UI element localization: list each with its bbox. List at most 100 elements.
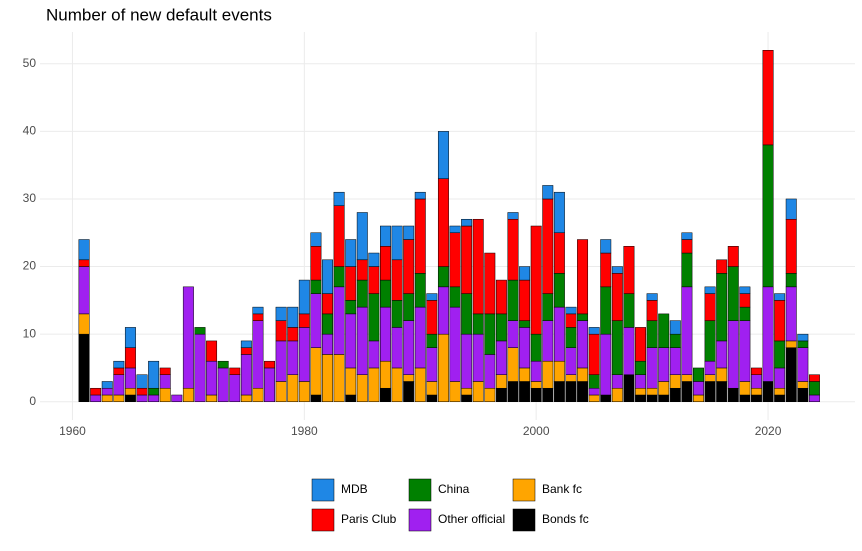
bar-segment [403,381,415,402]
legend-swatch [408,478,432,502]
bar-segment [206,394,218,402]
bar-segment [124,394,136,402]
bar-segment [240,394,252,402]
bar-segment [159,387,171,402]
x-tick-label: 1980 [291,424,318,438]
legend-swatch [311,508,335,532]
bar-segment [565,381,577,402]
bar-segment [577,313,589,321]
bar-segment [577,367,589,382]
bar-segment [762,144,774,288]
bar-segment [148,387,160,396]
bar-segment [333,191,345,206]
bar-segment [704,286,716,294]
bar-segment [646,293,658,301]
legend-label: China [438,482,470,496]
bar-segment [681,252,693,288]
bar-segment [78,239,90,261]
bar-segment [565,327,577,348]
bar-segment [519,279,531,321]
bar-segment [345,394,357,402]
bar-segment [727,246,739,267]
bar-segment [252,306,264,315]
bar-segment [681,374,693,382]
bar-segment [542,320,554,362]
bar-segment [426,347,438,382]
bar-segment [646,347,658,389]
bar-segment [217,360,229,369]
bar-segment [484,252,496,315]
bar-segment [310,279,322,294]
bar-segment [507,218,519,281]
bar-segment [461,218,473,227]
bar-segment [310,232,322,247]
bar-segment [136,374,148,389]
bar-segment [646,320,658,348]
bar-segment [275,320,287,342]
bar-segment [426,394,438,402]
bar-segment [333,205,345,267]
bar-segment [461,225,473,294]
bar-segment [240,354,252,396]
y-tick-label: 20 [23,259,37,273]
bar-segment [391,300,403,328]
bar-segment [716,381,728,402]
bar-segment [345,266,357,301]
bar-segment [716,259,728,274]
bar-segment [623,293,635,328]
bar-segment [461,333,473,389]
bar-segment [507,381,519,402]
bar-segment [704,320,716,362]
bar-segment [600,286,612,335]
bar-segment [310,347,322,396]
bar-segment [542,185,554,200]
bar-segment [774,340,786,369]
legend-label: Bank fc [542,482,582,496]
bar-segment [553,191,565,234]
bar-segment [380,387,391,402]
bar-segment [298,313,310,328]
bar-segment [414,273,426,308]
bar-segment [739,293,751,308]
bar-segment [298,381,310,402]
bar-segment [542,293,554,321]
bar-segment [380,246,391,281]
bar-segment [472,381,484,402]
bar-segment [322,354,333,402]
bar-segment [774,367,786,389]
bar-segment [762,286,774,382]
bar-segment [403,374,415,382]
legend-label: Paris Club [341,512,397,526]
bar-segment [333,266,345,288]
bar-segment [159,374,171,389]
bar-segment [356,212,368,261]
bar-segment [229,367,241,375]
bar-segment [345,313,357,369]
bar-segment [275,340,287,382]
bar-segment [553,360,565,382]
bar-segment [90,394,102,402]
bar-segment [507,347,519,382]
bar-segment [495,374,507,389]
bar-segment [553,306,565,362]
bar-segment [484,354,496,389]
bar-segment [206,360,218,396]
bar-segment [136,387,148,396]
bar-segment [182,387,194,402]
bar-segment [322,259,333,294]
bar-segment [750,374,762,389]
bar-segment [507,212,519,220]
bar-segment [368,367,380,402]
bar-segment [681,381,693,402]
bar-segment [182,286,194,389]
legend-swatch [408,508,432,532]
bar-segment [553,232,565,274]
x-tick-label: 1960 [59,424,86,438]
bar-segment [762,50,774,146]
y-tick-label: 0 [29,394,36,408]
bar-segment [240,340,252,348]
bar-segment [380,360,391,389]
bar-segment [171,394,183,402]
bar-segment [565,313,577,328]
bar-segment [739,306,751,321]
